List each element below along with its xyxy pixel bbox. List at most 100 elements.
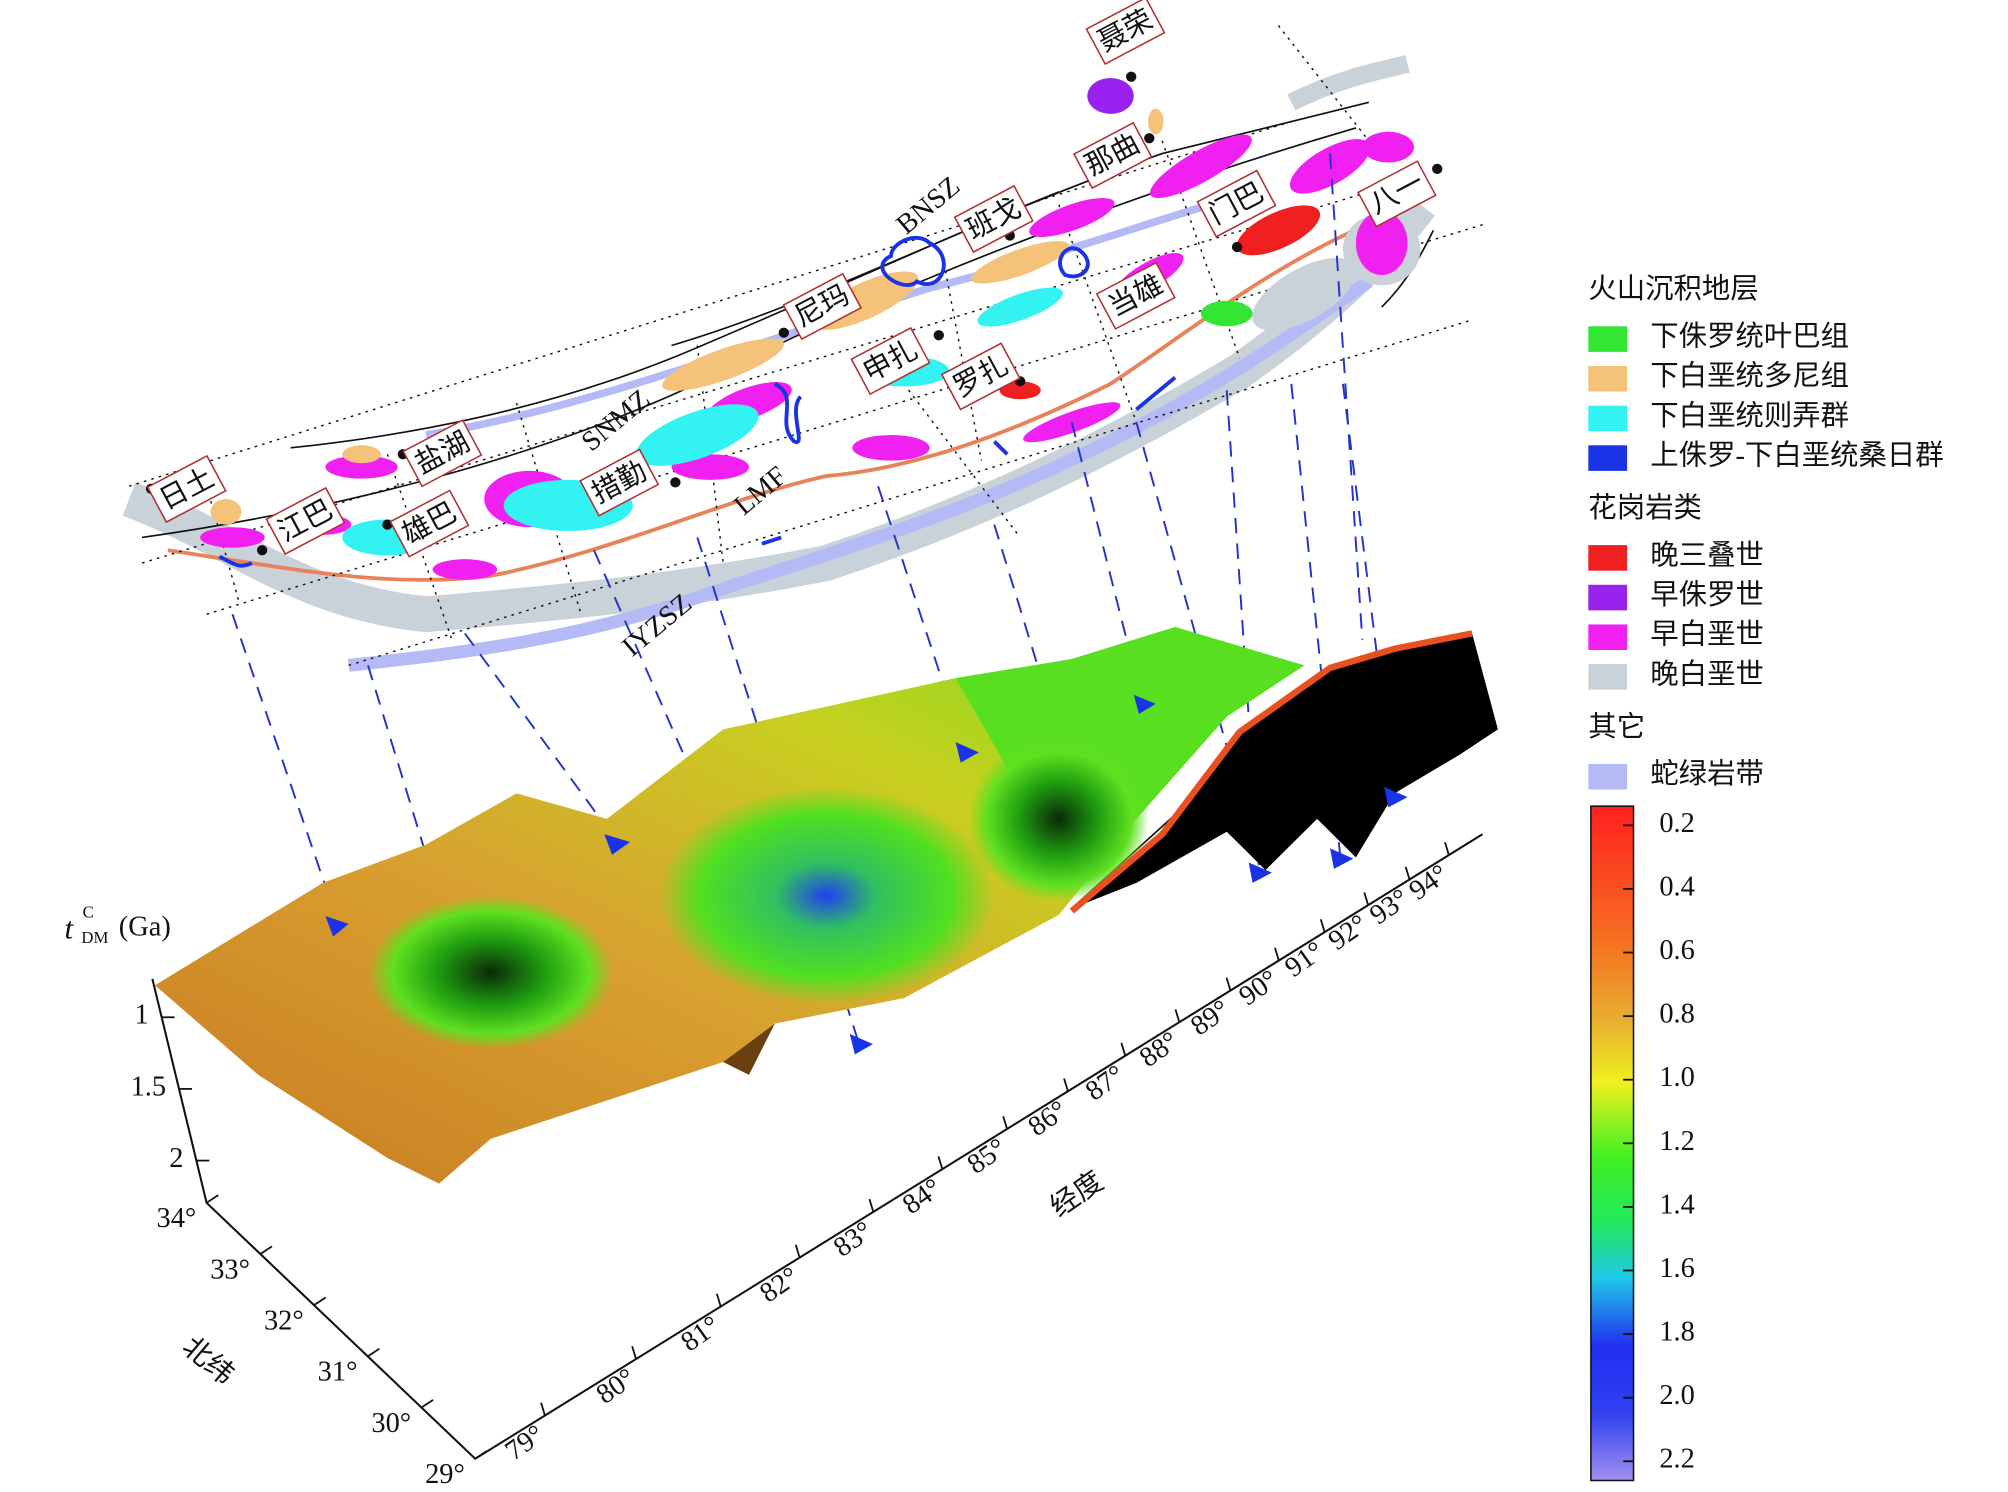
colorbar-tick-label: 1.4 xyxy=(1659,1189,1695,1220)
x-tick xyxy=(794,1244,801,1258)
granite-band xyxy=(1287,55,1410,111)
colorbar-tick-label: 0.4 xyxy=(1659,871,1695,902)
late-cretaceous-band xyxy=(122,193,1435,633)
x-tick-label: 94° xyxy=(1404,859,1454,907)
legend-label: 下侏罗统叶巴组 xyxy=(1650,321,1849,353)
x-tick-label: 88° xyxy=(1134,1026,1184,1074)
x-tick xyxy=(937,1156,944,1170)
legend-label: 下白垩统则弄群 xyxy=(1650,400,1849,432)
x-tick-label: 86° xyxy=(1023,1095,1073,1143)
colorbar-tick-label: 0.6 xyxy=(1659,935,1695,966)
legend-group-title: 其它 xyxy=(1588,711,1645,743)
colorbar-tick-label: 2.0 xyxy=(1659,1380,1695,1411)
legend-label: 早侏罗世 xyxy=(1650,579,1764,611)
colorbar-tick-label: 1.0 xyxy=(1659,1062,1695,1093)
colorbar-tick-label: 1.6 xyxy=(1659,1253,1695,1284)
z-axis-superscript: C xyxy=(83,903,94,922)
legend-label: 上侏罗-下白垩统桑日群 xyxy=(1650,440,1943,472)
x-tick xyxy=(1444,842,1450,856)
x-tick xyxy=(715,1293,722,1307)
colorbar-tick-label: 1.2 xyxy=(1659,1126,1695,1157)
y-tick xyxy=(206,1194,219,1204)
x-tick xyxy=(1404,866,1411,880)
legend-swatch xyxy=(1588,445,1628,471)
axes xyxy=(151,833,1483,1461)
y-tick xyxy=(313,1296,327,1306)
place-box xyxy=(579,448,660,517)
place-box xyxy=(953,184,1034,254)
place-label: 罗扎 xyxy=(940,342,1021,411)
x-tick xyxy=(1319,919,1326,933)
y-tick xyxy=(259,1245,273,1255)
surface xyxy=(154,626,1498,1184)
legend-swatch xyxy=(1588,624,1628,651)
place-box xyxy=(1072,121,1153,190)
x-tick xyxy=(1063,1078,1069,1092)
y-tick xyxy=(474,1450,488,1460)
x-tick-label: 91° xyxy=(1279,936,1329,984)
y-tick-label: 33° xyxy=(210,1254,250,1285)
x-tick-label: 85° xyxy=(962,1133,1012,1181)
place-box xyxy=(1085,0,1166,66)
x-tick-label: 87° xyxy=(1080,1059,1130,1107)
place-box xyxy=(850,326,931,396)
x-tick-label: 89° xyxy=(1185,994,1235,1042)
ophiolite-belt xyxy=(347,276,1373,672)
x-tick xyxy=(1120,1042,1127,1056)
granite-bodies xyxy=(129,78,1421,580)
z-axis-symbol: t xyxy=(65,912,75,946)
place-box xyxy=(1196,169,1277,238)
y-tick xyxy=(420,1399,434,1409)
legend-label: 蛇绿岩带 xyxy=(1650,758,1764,790)
y-tick-label: 31° xyxy=(318,1357,358,1388)
x-tick xyxy=(1363,892,1370,906)
legend-swatch xyxy=(1588,545,1628,571)
z-axis-subscript: DM xyxy=(81,928,108,947)
place-box xyxy=(402,419,483,488)
x-tick-label: 93° xyxy=(1364,883,1414,931)
z-tick-label: 2 xyxy=(169,1143,183,1174)
place-box xyxy=(146,454,227,524)
colorbar-tick-label: 2.2 xyxy=(1659,1444,1695,1475)
x-tick xyxy=(1174,1009,1181,1023)
place-box xyxy=(389,489,470,558)
x-tick-label: 81° xyxy=(675,1310,725,1358)
y-axis-title: 北纬 xyxy=(176,1331,240,1392)
x-tick xyxy=(631,1345,637,1360)
place-label: 江巴 xyxy=(265,486,346,556)
place-box xyxy=(940,342,1021,411)
colorbar-tick-label: 1.8 xyxy=(1659,1317,1695,1348)
x-tick-label: 90° xyxy=(1234,964,1284,1012)
legend-swatch xyxy=(1588,326,1628,352)
y-tick-label: 32° xyxy=(264,1306,304,1337)
place-box xyxy=(265,486,346,556)
colorbar-tick-label: 0.8 xyxy=(1659,999,1695,1030)
x-tick-label: 82° xyxy=(754,1261,804,1309)
place-label: 聂荣 xyxy=(1085,0,1166,66)
colorbar-tick-label: 0.2 xyxy=(1659,808,1695,839)
y-tick-label: 30° xyxy=(371,1408,411,1439)
fault-label: BNSZ xyxy=(891,171,967,241)
x-tick xyxy=(1225,977,1232,991)
legend-swatch xyxy=(1588,365,1628,392)
y-tick-label: 34° xyxy=(157,1203,197,1234)
legend-swatch xyxy=(1588,763,1628,790)
legend-label: 早白垩世 xyxy=(1650,619,1764,651)
z-axis-unit: (Ga) xyxy=(119,912,171,943)
legend-swatch xyxy=(1588,584,1628,611)
x-tick xyxy=(1002,1115,1008,1130)
x-tick xyxy=(868,1198,875,1213)
legend-label: 晚三叠世 xyxy=(1650,539,1764,571)
legend-group-title: 火山沉积地层 xyxy=(1588,273,1758,305)
x-tick xyxy=(1274,947,1280,961)
legend-label: 下白垩统多尼组 xyxy=(1650,360,1849,392)
y-tick xyxy=(367,1347,380,1358)
x-tick-label: 80° xyxy=(591,1363,641,1411)
place-box xyxy=(1095,261,1176,330)
z-tick-label: 1 xyxy=(135,1000,149,1031)
place-box xyxy=(782,272,863,341)
z-tick-label: 1.5 xyxy=(131,1071,167,1102)
suture-line xyxy=(167,222,1370,582)
